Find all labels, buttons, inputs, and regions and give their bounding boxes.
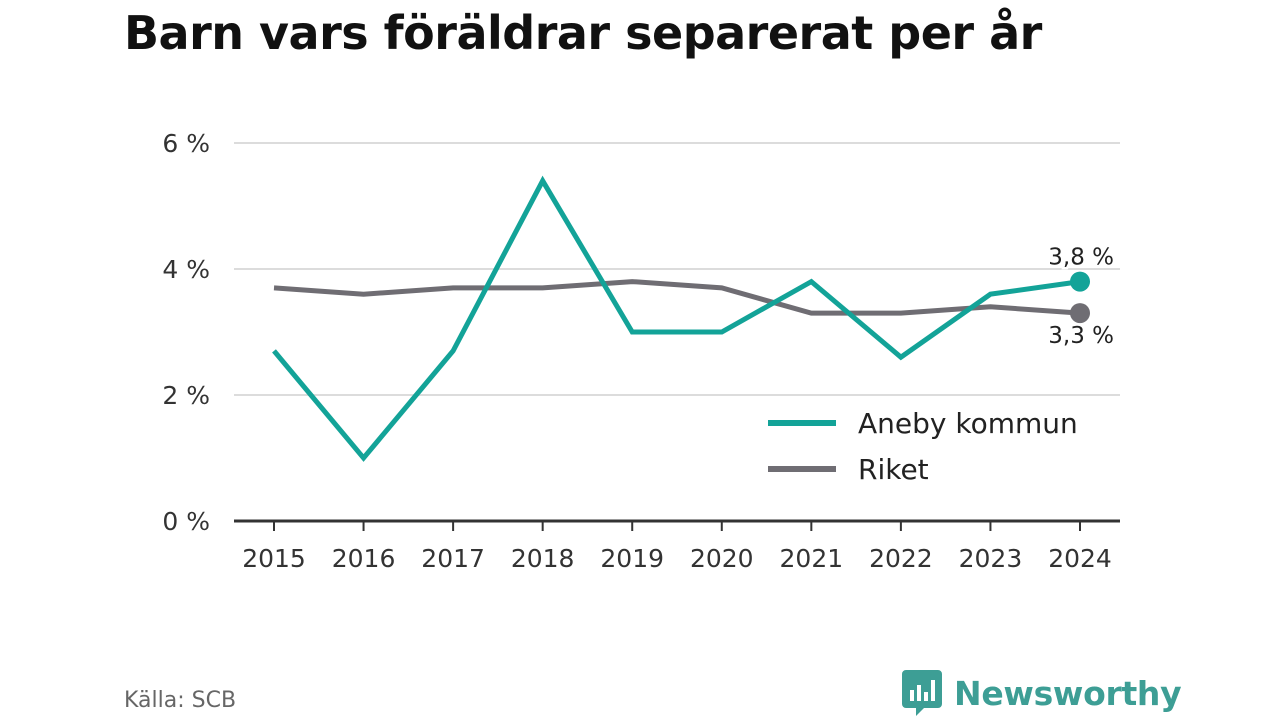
source-credit: Källa: SCB <box>124 688 237 713</box>
series-line-aneby-kommun <box>272 175 1081 462</box>
y-tick-label: 6 % <box>162 129 210 158</box>
brand-logo[interactable]: Newsworthy <box>902 670 1182 716</box>
legend-label: Aneby kommun <box>858 407 1078 440</box>
x-tick-label: 2019 <box>600 544 664 573</box>
x-tick-label: 2018 <box>511 544 575 573</box>
y-tick-label: 0 % <box>162 507 210 536</box>
series-end-point <box>1070 271 1090 292</box>
y-tick-label: 4 % <box>162 255 210 284</box>
y-tick-label: 2 % <box>162 381 210 410</box>
series-end-label: 3,3 % <box>1048 323 1114 349</box>
x-tick-label: 2016 <box>332 544 396 573</box>
series-line-riket <box>273 279 1081 316</box>
brand-name: Newsworthy <box>954 673 1182 713</box>
x-tick-label: 2017 <box>421 544 485 573</box>
x-tick-label: 2021 <box>780 544 844 573</box>
chart-title: Barn vars föräldrar separerat per år <box>124 6 1042 60</box>
series-end-point <box>1070 303 1090 324</box>
series-end-label: 3,8 % <box>1048 245 1114 271</box>
x-tick-label: 2024 <box>1048 544 1112 573</box>
x-tick-label: 2020 <box>690 544 754 573</box>
newsworthy-logo-icon <box>902 670 942 716</box>
x-tick-label: 2022 <box>869 544 933 573</box>
legend-label: Riket <box>858 453 929 486</box>
x-tick-label: 2015 <box>242 544 306 573</box>
x-tick-label: 2023 <box>959 544 1023 573</box>
